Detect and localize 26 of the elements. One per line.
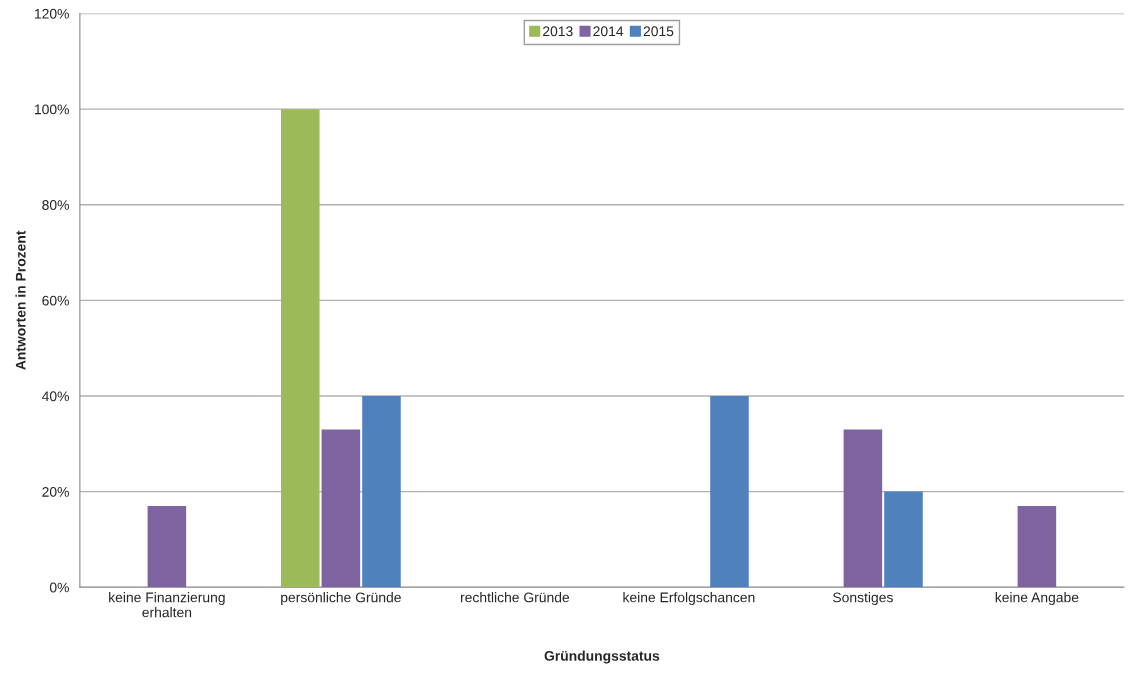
bar — [362, 396, 401, 588]
x-tick-label: persönliche Gründe — [281, 592, 401, 606]
x-tick-label: rechtliche Gründe — [460, 592, 570, 603]
bar — [280, 109, 320, 588]
bar — [147, 505, 187, 588]
x-tick-label: keine Finanzierung erhalten — [109, 592, 225, 618]
bar — [884, 491, 923, 588]
legend-label: 2014 — [593, 26, 624, 37]
y-tick-label: 20% — [42, 486, 69, 497]
x-tick-label: keine Angabe — [995, 592, 1079, 606]
bar — [710, 396, 749, 588]
bar — [321, 429, 361, 588]
bar — [843, 429, 883, 588]
y-axis-title: Antworten in Prozent — [15, 230, 26, 370]
legend-label: 2015 — [643, 26, 674, 37]
x-tick-label: keine Erfolgschancen — [623, 592, 755, 606]
legend-label: 2013 — [543, 26, 573, 37]
y-tick-label: 80% — [42, 200, 69, 210]
y-tick-label: 120% — [34, 8, 69, 19]
y-tick-label: 60% — [42, 295, 69, 306]
y-tick-label: 100% — [34, 104, 69, 115]
y-tick-label: 40% — [41, 391, 69, 402]
x-tick-label: Sonstiges — [833, 592, 893, 606]
y-tick-label: 0% — [49, 582, 69, 593]
x-axis-title: Gründungsstatus — [544, 650, 660, 664]
bar — [1017, 505, 1057, 588]
